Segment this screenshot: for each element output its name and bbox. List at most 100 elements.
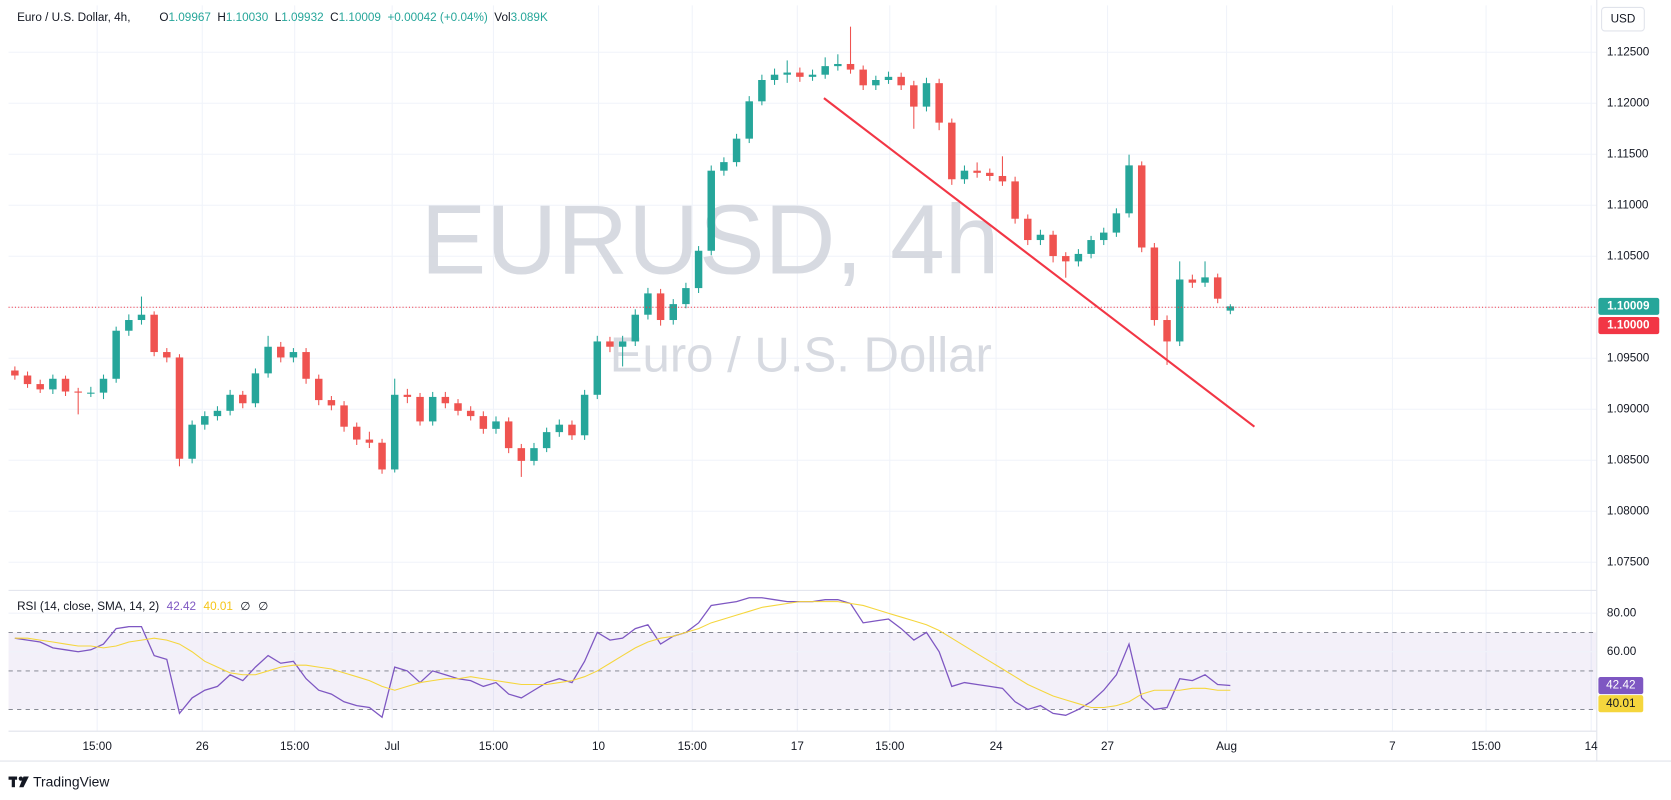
candle-body — [758, 80, 766, 102]
indicator-label: 40.01 — [1606, 697, 1635, 710]
brand: TradingView — [33, 774, 110, 790]
candle-body — [555, 424, 564, 433]
y-tick-label: 1.12500 — [1607, 45, 1650, 58]
candle-body — [884, 76, 893, 81]
x-tick-label: 15:00 — [875, 740, 905, 753]
candle-body — [1175, 279, 1184, 342]
candle-body — [517, 448, 526, 461]
candle-body — [948, 122, 956, 180]
candle-body — [1100, 232, 1108, 241]
price-label-box — [1598, 317, 1660, 335]
candle-body — [327, 400, 336, 406]
candle-body — [125, 320, 133, 331]
candle-body — [745, 101, 753, 139]
candle-body — [1112, 213, 1121, 233]
candle-body — [922, 83, 931, 107]
brand-logo — [8, 776, 29, 788]
candle-body — [859, 69, 867, 86]
ohlc-label: L — [275, 11, 282, 24]
candle-body — [998, 175, 1007, 182]
y-tick-label: 1.09500 — [1607, 351, 1650, 364]
volume-value: 3.089K — [511, 11, 548, 24]
candle-body — [23, 375, 32, 385]
candle-body — [163, 352, 171, 358]
candle-body — [1024, 218, 1032, 241]
watermark-subtitle: Euro / U.S. Dollar — [610, 328, 992, 382]
candle-body — [834, 63, 842, 67]
candle-body — [49, 378, 57, 390]
trend-line — [823, 97, 1256, 428]
candle-body — [466, 410, 475, 417]
candle-body — [770, 74, 779, 81]
candle-body — [340, 405, 348, 427]
candle-body — [251, 373, 260, 404]
indicator-value: 40.01 — [204, 600, 233, 613]
candle-body — [935, 83, 943, 123]
candle-body — [61, 378, 70, 392]
price-label-box — [1598, 297, 1660, 315]
candle-body — [112, 330, 120, 379]
candle-body — [568, 424, 576, 436]
candle-body — [1036, 234, 1045, 241]
y-tick-label: 1.11500 — [1607, 147, 1649, 160]
candle-body — [11, 370, 19, 376]
x-tick-label: 27 — [1101, 740, 1114, 753]
candle-body — [593, 341, 602, 395]
ohlc-value: 1.09932 — [281, 11, 323, 24]
candle-body — [580, 394, 589, 436]
candle-body — [821, 66, 829, 75]
grid-layer — [8, 5, 1597, 731]
candle-body — [1201, 277, 1209, 283]
currency-button[interactable] — [1601, 6, 1645, 32]
indicator-title: RSI (14, close, SMA, 14, 2) — [17, 600, 159, 613]
indicator-label-box — [1598, 677, 1644, 695]
x-tick-label: 26 — [196, 740, 209, 753]
candle-body — [479, 416, 488, 429]
candle-body — [1062, 256, 1070, 262]
candle-body — [36, 384, 44, 390]
candle-body — [87, 392, 95, 394]
x-tick-label: 10 — [592, 740, 606, 753]
x-tick-label: 15:00 — [678, 740, 708, 753]
candle-body — [631, 314, 640, 342]
x-tick-label: 17 — [791, 740, 804, 753]
indicator-label-box — [1598, 695, 1644, 713]
rsi-line — [14, 597, 1231, 719]
candle-body — [732, 138, 741, 163]
candle-body — [492, 421, 500, 429]
price-label: 1.10000 — [1607, 319, 1650, 332]
ohlc-label: O — [159, 11, 168, 24]
rsi-band — [8, 632, 1597, 710]
candle-body — [783, 72, 791, 75]
candle-body — [1049, 234, 1057, 257]
candle-body — [808, 74, 817, 77]
candle-body — [289, 352, 298, 358]
symbol-title: Euro / U.S. Dollar, 4h, — [17, 11, 130, 24]
y-tick-label: 60.00 — [1607, 645, 1637, 658]
candle-body — [74, 391, 82, 393]
candle-body — [1188, 279, 1197, 283]
currency[interactable]: USD — [1611, 12, 1636, 25]
candle-body — [352, 426, 361, 440]
candle-body — [796, 72, 804, 77]
indicator-label: 42.42 — [1606, 679, 1635, 692]
candle-body — [1137, 165, 1146, 248]
candle-body — [175, 357, 184, 459]
candle-body — [669, 304, 677, 321]
candle-body — [365, 439, 374, 443]
candle-body — [264, 346, 272, 374]
y-tick-label: 1.08500 — [1607, 453, 1650, 466]
y-tick-label: 1.09000 — [1607, 402, 1650, 415]
candle-body — [530, 448, 538, 461]
candle-body — [973, 170, 981, 173]
candle-body — [897, 76, 905, 86]
x-tick-label: Aug — [1216, 740, 1237, 753]
candle-body — [315, 378, 323, 401]
candle-body — [1074, 253, 1083, 262]
x-tick-label: 15:00 — [1471, 740, 1501, 753]
candle-body — [694, 250, 703, 289]
y-tick-label: 1.08000 — [1607, 504, 1650, 517]
ohlc-label: C — [330, 11, 339, 24]
x-tick-label: 15:00 — [82, 740, 112, 753]
candle-body — [1125, 165, 1133, 214]
